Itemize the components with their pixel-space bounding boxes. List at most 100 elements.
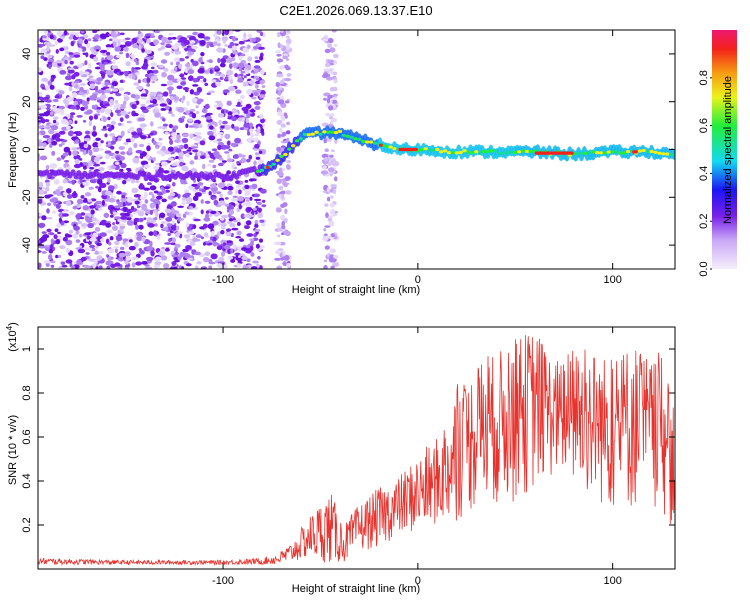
heatmap-speckle xyxy=(144,266,153,269)
heatmap-speckle xyxy=(114,46,121,52)
heatmap-speckle xyxy=(41,77,49,82)
heatmap-speckle xyxy=(216,30,222,35)
heatmap-speckle xyxy=(203,256,210,263)
heatmap-ridge-core xyxy=(481,149,487,153)
heatmap-speckle xyxy=(97,186,102,193)
heatmap-speckle xyxy=(108,152,114,156)
heatmap-speckle xyxy=(46,45,50,52)
heatmap-speckle xyxy=(83,104,89,110)
heatmap-speckle xyxy=(119,32,125,36)
heatmap-speckle xyxy=(38,139,43,143)
heatmap-speckle xyxy=(331,213,336,217)
heatmap-speckle xyxy=(246,233,254,237)
heatmap-speckle xyxy=(216,245,223,251)
heatmap-speckle xyxy=(72,150,78,157)
heatmap-speckle xyxy=(146,256,154,262)
heatmap-speckle xyxy=(231,163,235,170)
heatmap-y-axis: -40 -20 0 20 40 xyxy=(21,48,675,253)
heatmap-speckle xyxy=(323,97,327,101)
heatmap-speckle xyxy=(281,140,288,144)
heatmap-speckle xyxy=(220,222,227,227)
heatmap-speckle xyxy=(197,182,204,186)
heatmap-speckle xyxy=(329,47,336,53)
heatmap-ridge-core xyxy=(618,151,623,155)
heatmap-speckle xyxy=(57,231,61,235)
heatmap-speckle xyxy=(185,222,190,228)
heatmap-speckle xyxy=(159,100,168,104)
heatmap-speckle xyxy=(172,182,176,187)
heatmap-speckle xyxy=(184,234,191,239)
heatmap-speckle xyxy=(131,131,137,136)
heatmap-speckle xyxy=(94,66,102,70)
heatmap-speckle xyxy=(164,208,172,213)
heatmap-speckle xyxy=(237,222,241,226)
heatmap-speckle xyxy=(244,225,250,230)
heatmap-speckle xyxy=(74,158,80,165)
heatmap-speckle xyxy=(58,143,63,147)
heatmap-speckle xyxy=(71,179,76,185)
heatmap-speckle xyxy=(57,254,62,259)
heatmap-speckle xyxy=(39,91,43,97)
heatmap-speckle xyxy=(156,235,161,240)
heatmap-speckle xyxy=(240,94,245,100)
heatmap-speckle xyxy=(126,196,134,203)
heatmap-speckle xyxy=(64,75,72,81)
heatmap-ridge-core xyxy=(606,150,611,154)
heatmap-speckle xyxy=(66,96,74,102)
heatmap-speckle xyxy=(171,261,177,266)
heatmap-speckle xyxy=(72,133,77,137)
heatmap-ridge-core xyxy=(423,147,428,151)
heatmap-speckle xyxy=(136,231,144,237)
heatmap-speckle xyxy=(88,149,93,156)
heatmap-speckle xyxy=(171,132,178,137)
heatmap-speckle xyxy=(114,205,121,209)
heatmap-ridge-core xyxy=(291,144,296,148)
heatmap-speckle xyxy=(219,77,224,80)
heatmap-speckle xyxy=(63,220,70,224)
heatmap-speckle xyxy=(324,225,331,228)
colorbar-tick-label: 0.0 xyxy=(698,261,710,276)
heatmap-speckle xyxy=(153,39,159,45)
heatmap-speckle xyxy=(92,232,98,238)
heatmap-speckle xyxy=(237,196,244,202)
heatmap-speckle xyxy=(193,137,201,141)
heatmap-speckle xyxy=(82,181,90,187)
heatmap-speckle xyxy=(123,93,129,97)
heatmap-speckle xyxy=(115,235,123,242)
heatmap-speckle xyxy=(122,180,127,185)
heatmap-speckle xyxy=(260,118,265,124)
heatmap-speckle xyxy=(161,198,167,203)
heatmap-speckle xyxy=(52,105,58,112)
heatmap-speckle xyxy=(95,185,99,189)
heatmap-speckle xyxy=(150,95,155,99)
heatmap-ridge-core xyxy=(513,150,518,154)
heatmap-speckle xyxy=(164,131,169,136)
heatmap-speckle xyxy=(184,253,191,260)
heatmap-speckle xyxy=(55,59,63,64)
heatmap-speckle xyxy=(118,223,125,227)
heatmap-ridge-core xyxy=(501,151,506,155)
heatmap-speckle xyxy=(208,159,215,163)
heatmap-ridge-core xyxy=(435,147,440,152)
heatmap-speckle xyxy=(51,150,56,156)
heatmap-speckle xyxy=(212,33,218,37)
heatmap-speckle xyxy=(110,164,117,169)
heatmap-speckle xyxy=(124,212,131,217)
heatmap-speckle xyxy=(249,196,253,201)
heatmap-speckle xyxy=(253,67,259,74)
heatmap-speckle xyxy=(261,222,266,227)
heatmap-speckle xyxy=(143,187,151,191)
heatmap-speckle xyxy=(155,146,159,149)
heatmap-speckle xyxy=(254,137,259,143)
heatmap-speckle xyxy=(90,217,97,222)
colorbar-tick-label: 0.4 xyxy=(698,166,710,181)
heatmap-speckle xyxy=(228,148,233,152)
heatmap-speckle xyxy=(254,152,260,156)
heatmap-speckle xyxy=(169,139,174,145)
heatmap-speckle xyxy=(276,58,284,63)
heatmap-speckle xyxy=(329,154,334,158)
heatmap-speckle xyxy=(140,106,147,111)
heatmap-speckle xyxy=(239,115,245,118)
heatmap-speckle xyxy=(149,185,157,191)
heatmap-speckle xyxy=(229,63,233,69)
